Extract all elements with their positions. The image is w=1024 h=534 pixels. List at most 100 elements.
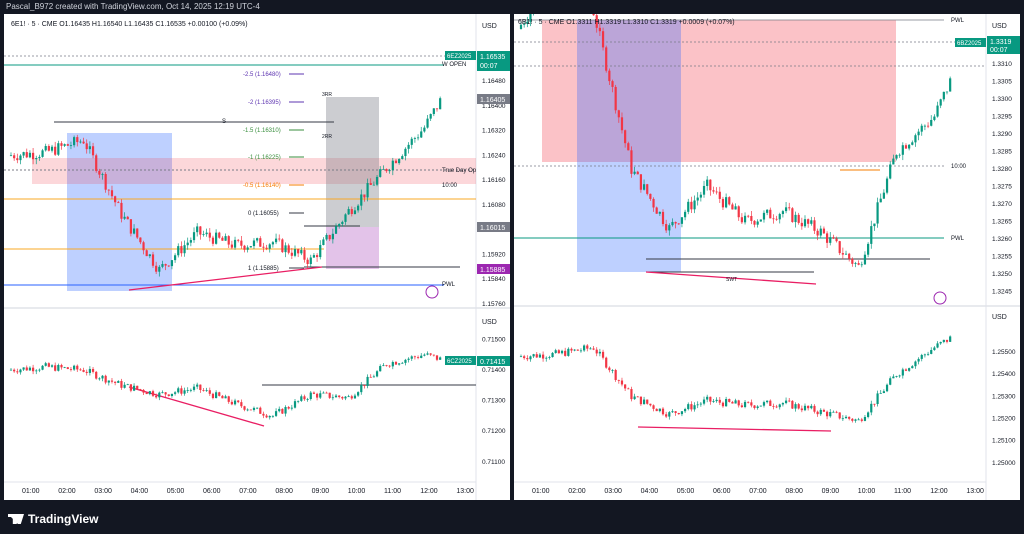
- candle: [227, 236, 230, 245]
- candle: [756, 221, 759, 225]
- time-tick: 10:00: [348, 488, 366, 495]
- stop-box[interactable]: [326, 227, 379, 269]
- bolt-icon[interactable]: [933, 291, 947, 305]
- blue-zone[interactable]: [67, 133, 172, 291]
- candle: [674, 221, 677, 224]
- candle: [31, 152, 35, 160]
- candle: [879, 198, 882, 203]
- candle: [158, 392, 161, 398]
- candle: [344, 396, 347, 399]
- candle: [114, 381, 117, 383]
- red-zone[interactable]: [542, 20, 896, 162]
- right-lower-price-ticks[interactable]: 1.25500 1.25400 1.25300 1.25200 1.25100 1.250…: [992, 349, 1016, 467]
- candle: [781, 211, 785, 215]
- symbol-info: 6E1! · 5 · CME O1.16435 H1.16540 L1.1643…: [11, 21, 248, 28]
- candle: [743, 401, 747, 407]
- candle: [570, 348, 573, 351]
- ten-label: 10:00: [442, 183, 458, 189]
- candle: [398, 159, 401, 164]
- candle: [35, 158, 38, 160]
- candle: [110, 380, 114, 382]
- candle: [85, 371, 88, 373]
- price-tick: 1.16160: [482, 177, 506, 184]
- candle: [249, 409, 252, 411]
- candle: [762, 402, 766, 406]
- candle: [753, 405, 756, 409]
- candle: [677, 413, 680, 415]
- candle: [211, 237, 215, 244]
- candle: [205, 390, 208, 392]
- candle: [22, 367, 25, 370]
- candle: [829, 412, 832, 417]
- candle: [363, 384, 366, 386]
- tradingview-logo[interactable]: TradingView: [8, 512, 98, 526]
- bolt-icon[interactable]: [425, 285, 439, 299]
- right-price-ticks[interactable]: 1.33151.33101.33051.33001.32951.32901.32…: [992, 44, 1012, 296]
- candle: [398, 363, 401, 365]
- candle: [167, 265, 170, 267]
- divergence-line[interactable]: [128, 266, 323, 291]
- candle: [829, 237, 832, 243]
- candle: [683, 409, 687, 412]
- lower-last-price-badge: [477, 356, 510, 366]
- candle: [560, 350, 564, 354]
- candle: [183, 245, 186, 254]
- candle: [639, 174, 643, 190]
- candle: [642, 184, 646, 190]
- candle: [617, 110, 620, 118]
- candle: [794, 214, 797, 223]
- right-bottom-candles: [519, 335, 952, 423]
- candle: [945, 91, 949, 93]
- candle: [268, 415, 271, 418]
- right-chart-pane[interactable]: 6B1! · 5 · CME O1.3311 H1.3319 L1.3310 C…: [514, 14, 1020, 500]
- candle: [655, 408, 658, 412]
- candle: [835, 238, 838, 242]
- candle: [655, 207, 658, 214]
- risk-reward-box[interactable]: [326, 97, 379, 227]
- divergence-line[interactable]: [645, 271, 817, 285]
- candle: [429, 353, 432, 355]
- candle: [753, 220, 756, 225]
- candle: [199, 226, 202, 235]
- left-chart-svg[interactable]: 6E1! · 5 · CME O1.16435 H1.16540 L1.1643…: [4, 14, 510, 500]
- candle: [838, 412, 841, 419]
- candle: [82, 370, 85, 372]
- divergence-line-lower[interactable]: [128, 386, 265, 427]
- candle: [347, 209, 350, 215]
- candle: [677, 223, 680, 225]
- candle: [142, 389, 145, 393]
- candle: [91, 368, 95, 372]
- candle: [259, 238, 262, 247]
- candle: [28, 152, 32, 158]
- candle: [882, 391, 885, 393]
- candle: [535, 354, 538, 358]
- time-tick: 07:00: [749, 488, 767, 495]
- candle: [331, 233, 334, 240]
- candle: [243, 406, 246, 410]
- candle: [784, 207, 788, 212]
- candle: [66, 367, 69, 370]
- candle: [432, 108, 435, 115]
- candle: [721, 198, 725, 208]
- candle: [614, 369, 617, 380]
- left-lower-price-ticks[interactable]: 0.71500 0.71400 0.71300 0.71200 0.71100: [482, 336, 506, 465]
- candle: [196, 226, 199, 233]
- right-chart-svg[interactable]: 6B1! · 5 · CME O1.3311 H1.3319 L1.3310 C…: [514, 14, 1020, 500]
- candle: [876, 393, 879, 405]
- candle: [813, 220, 816, 231]
- candle: [309, 257, 312, 265]
- candle: [372, 376, 375, 378]
- right-time-axis[interactable]: 01:00 02:00 03:00 04:00 05:00 06:00 07:00 08:00…: [532, 488, 984, 495]
- candle: [47, 363, 50, 367]
- candle: [391, 362, 394, 367]
- time-tick: 09:00: [822, 488, 840, 495]
- candle: [426, 118, 429, 128]
- left-time-axis[interactable]: 01:00 02:00 03:00 04:00 05:00 06:00 07:00 08:00…: [22, 488, 474, 495]
- candle: [788, 400, 791, 402]
- candle: [73, 365, 76, 370]
- candle: [772, 218, 775, 220]
- left-chart-pane[interactable]: 6E1! · 5 · CME O1.16435 H1.16540 L1.1643…: [4, 14, 510, 500]
- candle: [592, 348, 595, 350]
- price-tick: 1.25400: [992, 371, 1016, 378]
- divergence-line-lower[interactable]: [637, 426, 832, 432]
